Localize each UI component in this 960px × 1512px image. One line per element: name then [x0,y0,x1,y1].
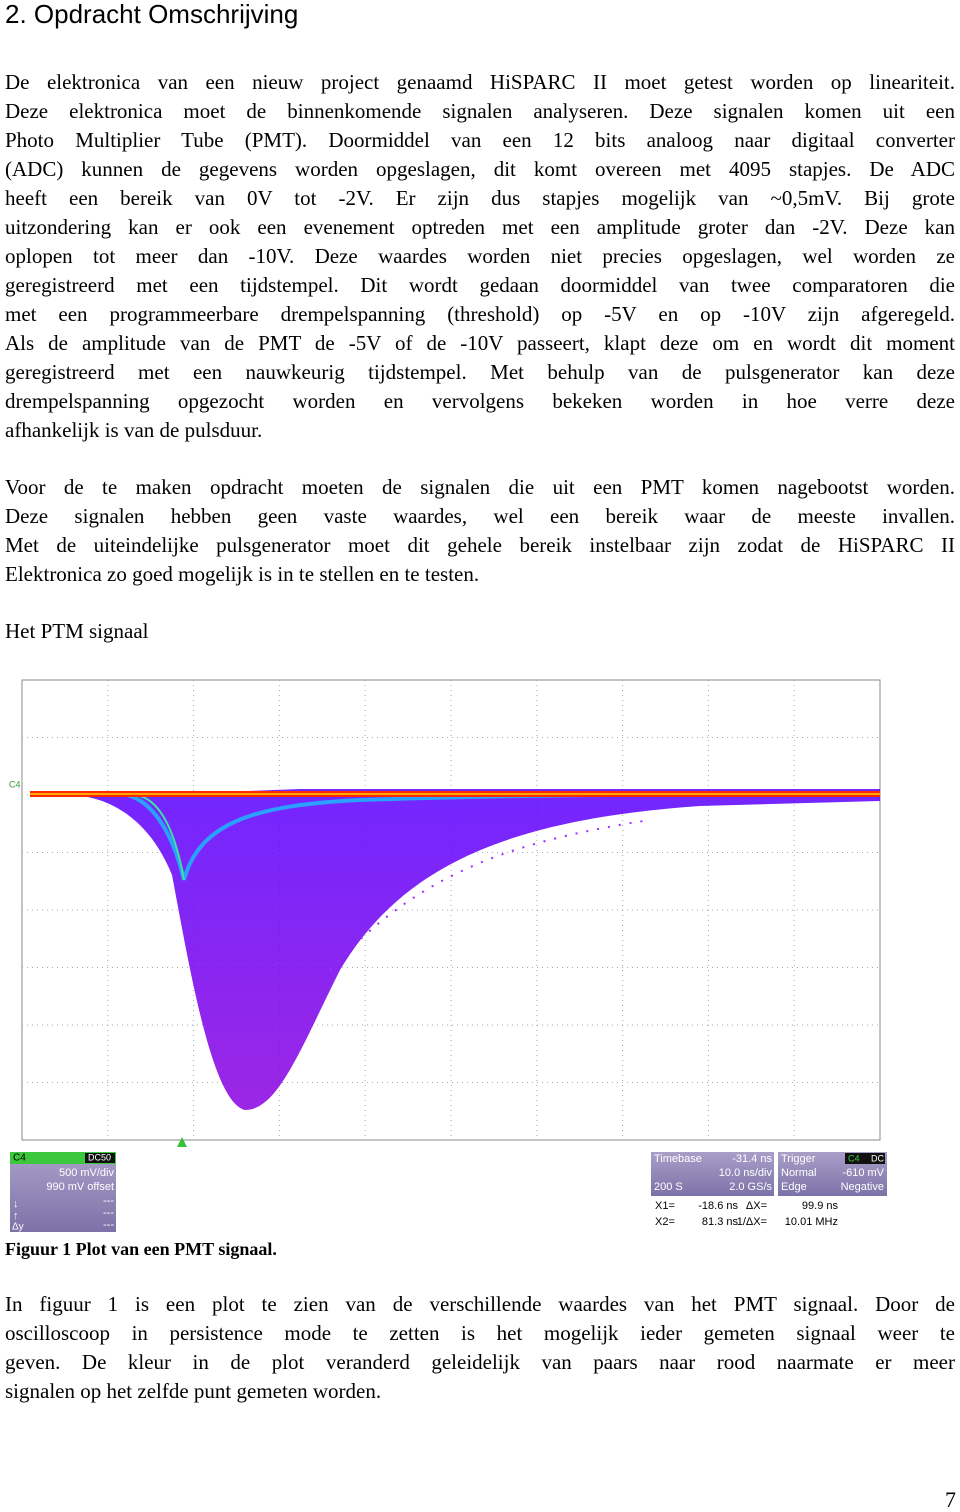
text-line: drempelspanning opgezocht worden en verv… [5,389,955,413]
cursor: ΔX= [746,1200,767,1212]
text-line: oscilloscoop in persistence mode te zett… [5,1321,955,1345]
channel-coupling: DC50 [88,1152,111,1162]
trigger-marker [177,1137,187,1147]
text-line: met een programmeerbare drempelspanning … [5,302,955,326]
trigger-badge [845,1153,885,1164]
channel-scale: 500 mV/div [59,1167,115,1179]
cursor: 1/ΔX= [737,1216,767,1228]
readout: --- [103,1207,114,1219]
text-line: oplopen tot meer dan -10V. Deze waardes … [5,244,955,268]
subheading: Het PTM signaal [5,619,149,643]
trigger-source: C4 [848,1153,860,1163]
trigger-coupling: DC [871,1153,884,1163]
oscilloscope: C4 C4 DC50 500 mV/div 990 mV offset ↓ ↑ … [9,679,887,1233]
text-line: Photo Multiplier Tube (PMT). Doormiddel … [5,128,955,152]
timebase-label: Timebase [654,1153,702,1165]
cursor: -18.6 ns [698,1200,738,1212]
text-line: geregistreerd met een tijdstempel. Dit w… [5,273,955,297]
cursor: X2= [655,1216,675,1228]
cursor-symbol: ↑ [13,1210,19,1222]
text-line: afhankelijk is van de pulsduur. [5,418,263,442]
cursor: X1= [655,1200,675,1212]
timebase-panel [651,1152,774,1196]
signal-cloud [70,789,880,1110]
timebase-scale: 10.0 ns/div [719,1167,773,1179]
readout: --- [103,1219,114,1231]
text-line: Elektronica zo goed mogelijk is in te st… [5,562,480,586]
trigger-slope: Negative [841,1181,884,1193]
channel-panel [10,1152,116,1232]
timebase-delay: -31.4 ns [732,1153,772,1165]
cursor: 99.9 ns [802,1200,839,1212]
cursor: 10.01 MHz [785,1216,838,1228]
timebase-rate: 2.0 GS/s [729,1181,772,1193]
text-line: In figuur 1 is een plot te zien van de v… [5,1292,955,1316]
caption: Figuur 1 Plot van een PMT signaal. [5,1239,277,1259]
trigger-type: Edge [781,1181,807,1193]
coupling-badge [85,1153,115,1163]
text-line: De elektronica van een nieuw project gen… [5,70,955,94]
text-line: signalen op het zelfde punt gemeten word… [5,1379,382,1403]
cursor-symbol: Δy [12,1222,24,1233]
heading: 2. Opdracht Omschrijving [5,0,299,29]
text-line: uitzondering kan er ook een evenement op… [5,215,955,239]
text-line: Voor de te maken opdracht moeten de sign… [5,475,955,499]
trigger-level: -610 mV [842,1167,884,1179]
text-line: Deze signalen hebben geen vaste waardes,… [5,504,955,528]
page-number: 7 [945,1487,956,1512]
text-line: (ADC) kunnen de gegevens worden opgeslag… [5,157,955,181]
text-line: heeft een bereik van 0V tot -2V. Er zijn… [5,186,955,210]
trace-label: C4 [9,779,21,789]
text-line: geregistreerd met een nauwkeurig tijdste… [5,360,955,384]
trigger-mode: Normal [781,1167,816,1179]
channel-name: C4 [13,1153,26,1164]
text-line: Als de amplitude van de PMT de -5V of de… [5,331,955,355]
trigger-label: Trigger [781,1153,816,1165]
text-line: Met de uiteindelijke pulsgenerator moet … [5,533,955,557]
readout: --- [103,1195,114,1207]
timebase-samples: 200 S [654,1181,683,1193]
channel-offset: 990 mV offset [46,1181,114,1193]
text-line: geven. De kleur in de plot veranderd gel… [5,1350,955,1374]
text-line: Deze elektronica moet de binnenkomende s… [5,99,955,123]
signal-core [139,795,185,881]
cursor: 81.3 ns [702,1216,739,1228]
cursor-symbol: ↓ [13,1198,19,1210]
